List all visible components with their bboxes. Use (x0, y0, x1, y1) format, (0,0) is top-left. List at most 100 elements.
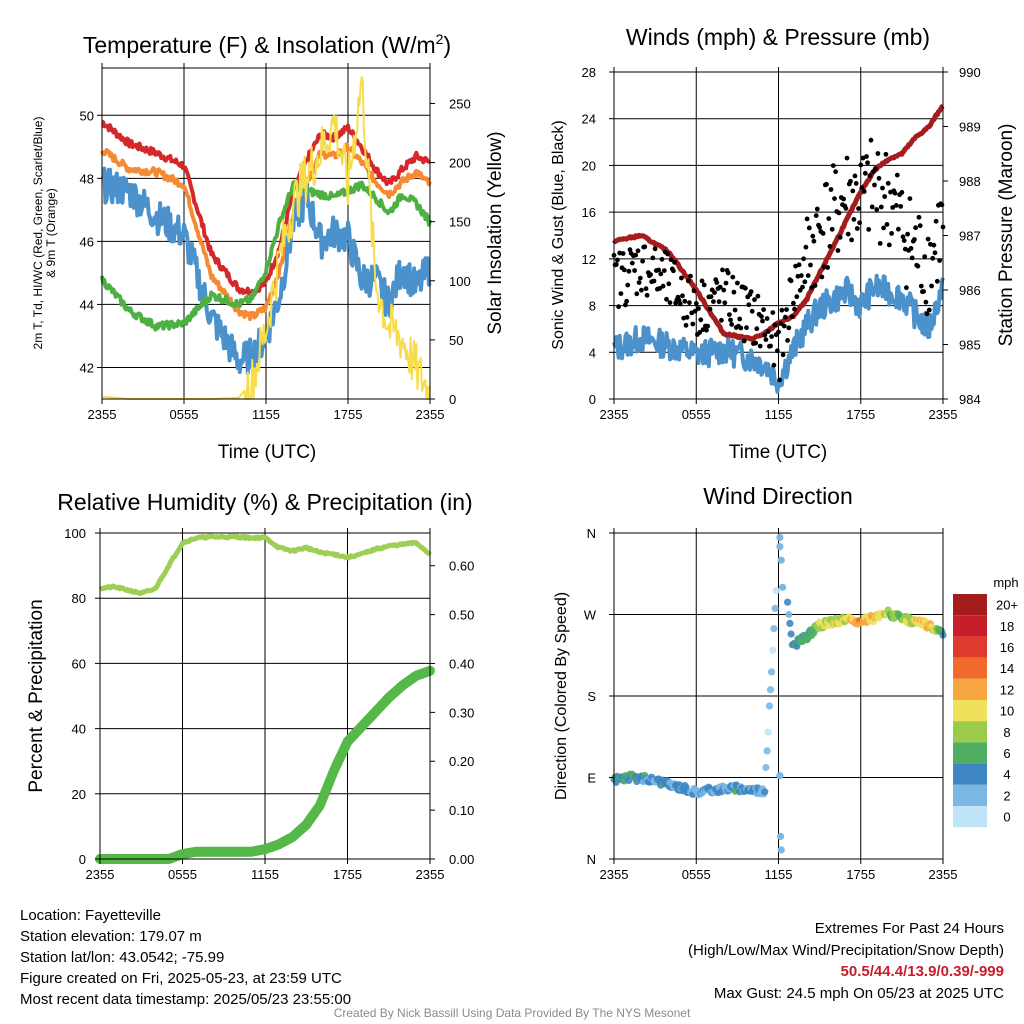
gust-point (828, 187, 834, 192)
gust-point (667, 300, 673, 305)
gust-point (884, 222, 890, 227)
gust-point (680, 293, 685, 299)
gust-point (798, 273, 804, 278)
humidity-ylabel: Percent & Precipitation (26, 599, 47, 792)
gust-point (755, 293, 761, 299)
winds-title: Winds (mph) & Pressure (mb) (626, 24, 930, 50)
y-tick-label: N (587, 852, 596, 867)
gust-point (778, 321, 784, 326)
colorbar-swatch (953, 721, 987, 743)
pressure-ylabel: Station Pressure (Maroon) (996, 124, 1017, 347)
wind-direction-ylabel: Direction (Colored By Speed) (553, 592, 570, 800)
gust-point (699, 278, 705, 284)
gust-point (849, 237, 854, 243)
y-tick-label: 100 (64, 526, 86, 541)
gust-point (723, 280, 729, 286)
y-tick-label: 46 (80, 234, 94, 249)
gust-point (688, 273, 693, 279)
gust-point (719, 317, 724, 323)
gust-point (632, 268, 637, 273)
gust-point (666, 281, 672, 287)
direction-point (762, 763, 770, 772)
gust-point (939, 202, 945, 208)
gust-point (862, 170, 868, 176)
gust-point (753, 340, 759, 346)
gust-point (824, 181, 829, 187)
gust-point (640, 258, 645, 264)
gust-point (732, 307, 738, 313)
x-tick-label: 2355 (600, 867, 629, 882)
y2-tick-label: 200 (449, 156, 471, 171)
y-tick-label: 20 (72, 787, 86, 802)
gust-point (894, 172, 900, 178)
gust-point (881, 225, 886, 231)
x-tick-label: 1155 (252, 407, 280, 422)
gust-point (802, 279, 808, 285)
direction-point (772, 587, 780, 595)
gust-point (908, 246, 914, 251)
y-tick-label: N (587, 526, 596, 541)
y-tick-label: S (587, 689, 596, 704)
gust-point (877, 241, 883, 246)
direction-point (776, 543, 784, 551)
gust-point (765, 329, 771, 334)
gust-point (692, 308, 698, 314)
gust-point (701, 282, 707, 288)
y2-tick-label: 0.60 (449, 559, 474, 574)
humidity-title: Relative Humidity (%) & Precipitation (i… (57, 489, 472, 515)
x-tick-label: 1755 (846, 867, 875, 882)
gust-point (937, 258, 942, 263)
gust-point (668, 257, 674, 263)
y-tick-label: 16 (582, 205, 596, 220)
direction-point (779, 583, 787, 591)
colorbar-label: 0 (1003, 810, 1010, 825)
gust-point (644, 292, 650, 298)
gust-point (808, 262, 813, 268)
y2-tick-label: 0 (449, 392, 456, 407)
y-tick-label: 48 (80, 171, 94, 186)
direction-point (785, 610, 793, 619)
gust-point (830, 163, 836, 169)
temperature-panel: Temperature (F) & Insolation (W/m2) 2355… (31, 31, 506, 463)
colorbar-label: 12 (1000, 682, 1014, 697)
direction-point (768, 668, 776, 676)
gust-point (769, 334, 774, 339)
temperature-ylabel-line1: 2m T, Td, HI/WC (Red, Green, Scarlet/Blu… (31, 117, 45, 350)
colorbar-label: 10 (1000, 704, 1014, 719)
gust-point (817, 224, 822, 230)
gust-point (841, 196, 846, 202)
gust-point (901, 238, 907, 244)
x-tick-label: 2355 (88, 407, 117, 422)
gust-point (899, 190, 905, 195)
direction-point (761, 788, 769, 796)
y-tick-label: 24 (582, 112, 596, 127)
x-tick-label: 2355 (929, 867, 958, 882)
gust-point (738, 325, 744, 331)
elevation-text: Station elevation: 179.07 m (20, 928, 202, 945)
gust-point (829, 226, 835, 232)
gust-point (893, 203, 899, 208)
colorbar-swatch (953, 784, 987, 806)
x-tick-label: 0555 (168, 867, 197, 882)
humidity-line (98, 533, 432, 597)
gust-point (882, 194, 888, 199)
gust-point (786, 325, 792, 331)
gust-point (623, 302, 628, 308)
gust-point (768, 343, 773, 349)
colorbar-label: 2 (1003, 788, 1010, 803)
gust-point (813, 213, 819, 219)
gust-point (727, 312, 732, 317)
gust-point (650, 255, 656, 261)
gust-point (874, 207, 880, 212)
gust-point (777, 377, 782, 383)
gust-point (845, 231, 851, 237)
gust-point (725, 270, 731, 276)
gust-point (933, 218, 939, 224)
y2-tick-label: 990 (959, 65, 981, 80)
colorbar-title: mph (993, 575, 1018, 590)
colorbar-swatch (953, 742, 987, 764)
gust-point (819, 274, 825, 280)
y-tick-label: 60 (72, 656, 86, 671)
gust-point (931, 242, 937, 248)
gust-point (696, 306, 701, 311)
